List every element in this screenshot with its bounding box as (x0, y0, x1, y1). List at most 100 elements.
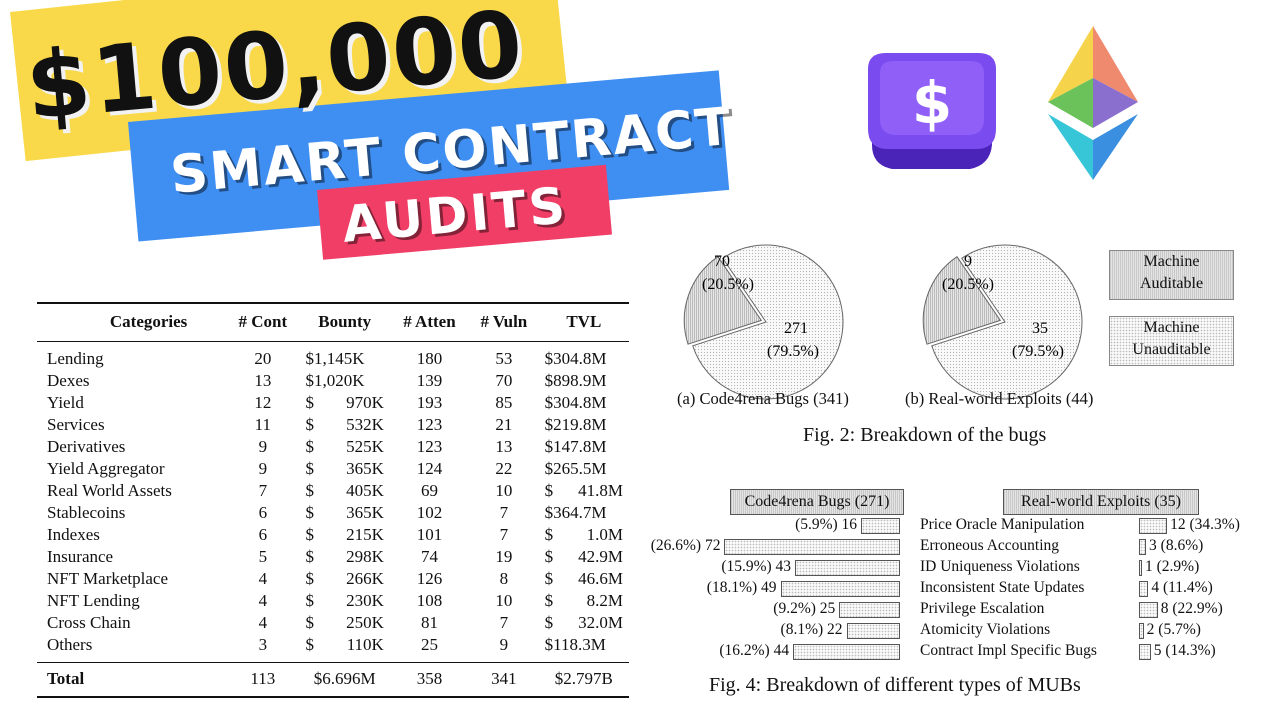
legend-unauditable: Machine Unauditable (1109, 316, 1234, 366)
table-total-row: Total 113 $6.696M 358 341 $2.797B (37, 662, 629, 698)
row-cont: 13 (254, 371, 272, 390)
legend-auditable: Machine Auditable (1109, 250, 1234, 300)
table-row: Others 3 $110K 25 9 $118.3M (37, 634, 629, 663)
row-cont: 9 (258, 459, 268, 478)
fig4-right-label: 1 (2.9%) (1145, 558, 1200, 575)
row-tvl: $46.6M (539, 568, 629, 590)
fig4-category-name: Atomicity Violations (920, 621, 1051, 638)
row-bounty: $266K (300, 568, 390, 590)
row-tvl-sym: $898.9M (544, 371, 607, 390)
legend-unauditable-line2: Unauditable (1132, 341, 1211, 358)
pie-b-unauditable-slice (931, 244, 1083, 400)
fig4-right-bar (1139, 560, 1142, 576)
row-tvl-val: 8.2M (586, 591, 623, 610)
row-bounty-sym: $ (305, 547, 315, 566)
table-row: Yield 12 $970K 193 85 $304.8M (37, 392, 629, 414)
row-category: Derivatives (47, 437, 126, 456)
fig4-right-label: 8 (22.9%) (1160, 600, 1223, 617)
col-header-atten: # Atten (389, 302, 470, 342)
row-vuln: 9 (499, 635, 509, 654)
table-row: Services 11 $532K 123 21 $219.8M (37, 414, 629, 436)
row-bounty-sym: $ (305, 481, 315, 500)
dollar-keycap-icon: $ (868, 53, 996, 169)
row-bounty-val: 298K (346, 547, 384, 566)
pie-b-large-pct: (79.5%) (1012, 343, 1064, 360)
pie-chart-code4rena: 70 (20.5%) 271 (79.5%) (683, 244, 844, 400)
table-row: NFT Marketplace 4 $266K 126 8 $46.6M (37, 568, 629, 590)
total-bounty: $6.696M (299, 662, 390, 698)
total-vuln: 341 (469, 662, 539, 698)
row-tvl-sym: $ (544, 481, 554, 500)
pie-a-unauditable-slice (692, 244, 844, 400)
row-atten: 126 (416, 569, 443, 588)
row-bounty-val: 215K (346, 525, 384, 544)
fig4-left-bar (846, 623, 900, 639)
row-tvl-sym: $304.8M (544, 393, 607, 412)
total-label: Total (37, 662, 227, 698)
row-bounty: $1,145K (300, 342, 390, 371)
row-vuln: 13 (495, 437, 513, 456)
row-bounty: $970K (300, 392, 390, 414)
row-category: Real World Assets (47, 481, 172, 500)
fig4-right-bar (1139, 602, 1158, 618)
row-category: Stablecoins (47, 503, 126, 522)
table-row: Indexes 6 $215K 101 7 $1.0M (37, 524, 629, 546)
row-cont: 4 (258, 591, 268, 610)
row-bounty: $525K (300, 436, 390, 458)
row-tvl: $8.2M (539, 590, 629, 612)
pie-chart-real-world: 9 (20.5%) 35 (79.5%) (922, 244, 1083, 400)
row-bounty-sym: $ (305, 415, 315, 434)
fig4-right-bar (1139, 623, 1144, 639)
row-bounty: $532K (300, 414, 390, 436)
table-row: Insurance 5 $298K 74 19 $42.9M (37, 546, 629, 568)
fig4-category-name: Privilege Escalation (920, 600, 1045, 617)
row-cont: 12 (254, 393, 272, 412)
row-atten: 123 (416, 437, 443, 456)
row-vuln: 10 (495, 481, 513, 500)
row-vuln: 21 (495, 415, 513, 434)
row-tvl-val: 41.8M (578, 481, 623, 500)
row-atten: 180 (416, 349, 443, 368)
total-tvl: $2.797B (538, 662, 629, 698)
row-category: Dexes (47, 371, 90, 390)
row-tvl-sym: $265.5M (544, 459, 607, 478)
row-tvl-sym: $ (544, 613, 554, 632)
row-vuln: 85 (495, 393, 513, 412)
row-cont: 6 (258, 525, 268, 544)
fig4-left-label: (5.9%) 16 (795, 516, 858, 533)
col-header-tvl: TVL (538, 302, 629, 342)
table-row: Dexes 13 $1,020K 139 70 $898.9M (37, 370, 629, 392)
row-vuln: 7 (499, 503, 509, 522)
row-atten: 81 (420, 613, 438, 632)
row-bounty: $298K (300, 546, 390, 568)
row-atten: 74 (420, 547, 438, 566)
row-tvl: $265.5M (539, 458, 629, 480)
pie-a-large-count: 271 (784, 320, 808, 337)
row-vuln: 53 (495, 349, 513, 368)
pie-a-small-pct: (20.5%) (702, 276, 754, 293)
row-bounty-sym: $ (305, 503, 315, 522)
table-row: Real World Assets 7 $405K 69 10 $41.8M (37, 480, 629, 502)
fig4-category-name: ID Uniqueness Violations (920, 558, 1080, 575)
row-bounty: $365K (300, 458, 390, 480)
fig4-category-name: Contract Impl Specific Bugs (920, 642, 1097, 659)
row-tvl: $364.7M (539, 502, 629, 524)
row-tvl-sym: $147.8M (544, 437, 607, 456)
row-bounty-sym: $1,020K (305, 371, 365, 390)
fig4-left-bar (793, 644, 900, 660)
row-tvl-sym: $219.8M (544, 415, 607, 434)
table-body: Lending 20 $1,145K 180 53 $304.8M Dexes 13 $1,02… (37, 342, 629, 663)
fig4-right-bar (1139, 539, 1147, 555)
row-cont: 20 (254, 349, 272, 368)
row-bounty-val: 970K (346, 393, 384, 412)
row-vuln: 10 (495, 591, 513, 610)
row-tvl-sym: $ (544, 569, 554, 588)
col-header-bounty: Bounty (299, 302, 390, 342)
row-vuln: 70 (495, 371, 513, 390)
fig4-left-bar (780, 581, 900, 597)
row-tvl-sym: $364.7M (544, 503, 607, 522)
fig4-left-label: (15.9%) 43 (721, 558, 792, 575)
row-bounty-val: 230K (346, 591, 384, 610)
row-bounty-sym: $ (305, 635, 315, 654)
row-tvl-val: 1.0M (586, 525, 623, 544)
